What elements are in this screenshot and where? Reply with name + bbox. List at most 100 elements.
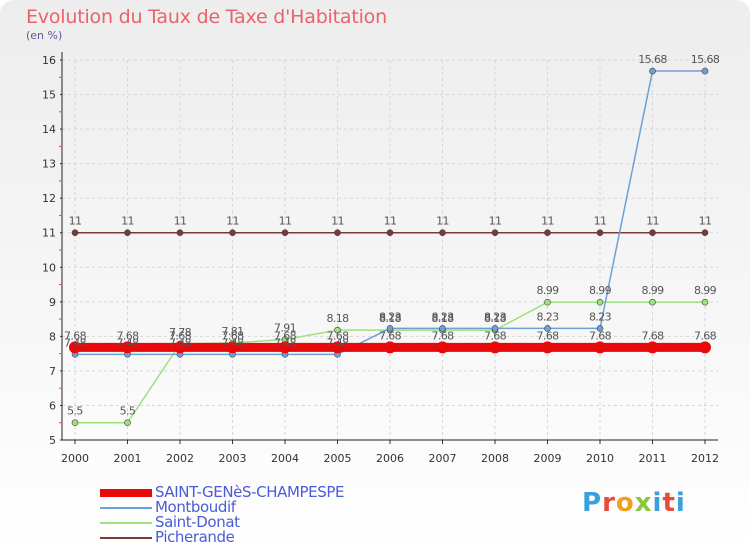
data-point (594, 341, 606, 354)
data-point (226, 341, 239, 354)
data-label: 5.5 (67, 405, 83, 418)
data-point (121, 341, 134, 354)
data-point (596, 229, 604, 237)
data-point (124, 419, 131, 427)
data-label: 7.78 (169, 326, 192, 339)
logo-letter: r (602, 488, 616, 518)
data-label: 11 (384, 215, 397, 228)
logo-letter: o (615, 488, 635, 518)
logo-letter: t (662, 488, 676, 518)
data-point (71, 419, 79, 427)
data-point (544, 298, 551, 306)
y-tick-label: 9 (49, 296, 56, 309)
data-label: 8.23 (484, 310, 507, 323)
y-tick-label: 7 (49, 365, 56, 378)
x-tick-label: 2004 (271, 452, 299, 465)
data-label: 7.68 (274, 329, 297, 342)
x-tick-label: 2008 (481, 452, 509, 465)
y-tick-label: 13 (42, 158, 56, 171)
x-tick-label: 2002 (166, 452, 194, 465)
data-point (439, 229, 446, 237)
data-label: 7.68 (64, 329, 87, 342)
data-point (439, 325, 446, 332)
proxiti-logo: Proxiti (582, 488, 686, 518)
data-label: 11 (174, 215, 187, 228)
data-point (69, 341, 81, 354)
logo-letter: P (582, 488, 603, 518)
data-label: 7.68 (169, 329, 192, 342)
data-label: 11 (699, 215, 712, 228)
data-point (281, 229, 289, 237)
data-point (544, 229, 551, 237)
data-point (334, 229, 341, 237)
data-label: 7.68 (589, 329, 612, 342)
data-label: 11 (121, 215, 134, 228)
data-point (701, 67, 709, 75)
data-label: 7.81 (221, 325, 243, 338)
data-point (334, 326, 341, 334)
data-point (544, 325, 551, 332)
data-point (596, 298, 604, 306)
data-label: 8.99 (641, 284, 664, 297)
data-label: 7.68 (116, 329, 139, 342)
data-point (649, 67, 656, 75)
data-label: 8.99 (536, 284, 559, 297)
data-label: 7.48 (169, 336, 192, 349)
data-point (386, 325, 394, 332)
data-label: 7.48 (116, 336, 139, 349)
data-label: 8.18 (326, 312, 349, 325)
data-label: 7.68 (694, 329, 717, 342)
data-label: 7.68 (484, 329, 507, 342)
data-point (646, 341, 659, 354)
y-tick-label: 10 (42, 261, 56, 274)
legend-swatch (100, 506, 152, 509)
y-tick-label: 5 (49, 434, 56, 447)
data-label: 7.68 (221, 329, 244, 342)
logo-letter: i (652, 488, 663, 518)
data-label: 8.23 (536, 310, 559, 323)
data-point (174, 341, 186, 354)
data-label: 7.48 (64, 336, 87, 349)
data-label: 7.48 (326, 336, 349, 349)
data-point (649, 298, 656, 306)
y-tick-label: 11 (42, 227, 56, 240)
data-point (701, 298, 709, 306)
data-label: 7.68 (326, 329, 349, 342)
data-label: 7.91 (274, 321, 296, 334)
data-label: 11 (279, 215, 292, 228)
data-point (176, 229, 184, 237)
data-label: 11 (541, 215, 554, 228)
y-tick-label: 15 (42, 89, 56, 102)
data-label: 11 (331, 215, 344, 228)
x-tick-label: 2009 (534, 452, 562, 465)
x-tick-label: 2000 (61, 452, 89, 465)
x-tick-label: 2012 (691, 452, 719, 465)
x-tick-label: 2005 (324, 452, 352, 465)
data-point (279, 341, 291, 354)
data-point (436, 341, 449, 354)
legend-swatch (100, 536, 152, 539)
data-label: 8.23 (379, 310, 402, 323)
data-point (649, 229, 656, 237)
legend-label: SAINT-GENèS-CHAMPESPE (155, 483, 345, 501)
legend-label: Montboudif (155, 498, 236, 516)
data-label: 7.68 (641, 329, 664, 342)
data-point (331, 341, 344, 354)
data-label: 15.68 (691, 53, 720, 66)
data-label: 7.68 (431, 329, 454, 342)
data-point (229, 229, 236, 237)
data-point (124, 229, 131, 237)
y-tick-label: 12 (42, 192, 56, 205)
data-label: 7.68 (379, 329, 402, 342)
x-tick-label: 2007 (429, 452, 457, 465)
data-label: 7.48 (221, 336, 244, 349)
data-label: 8.18 (484, 312, 507, 325)
logo-letter: x (634, 488, 653, 518)
data-point (386, 229, 394, 237)
data-label: 8.18 (431, 312, 454, 325)
legend-label: Saint-Donat (155, 513, 240, 531)
x-tick-label: 2010 (586, 452, 614, 465)
data-label: 11 (69, 215, 82, 228)
legend-label: Picherande (155, 528, 235, 546)
